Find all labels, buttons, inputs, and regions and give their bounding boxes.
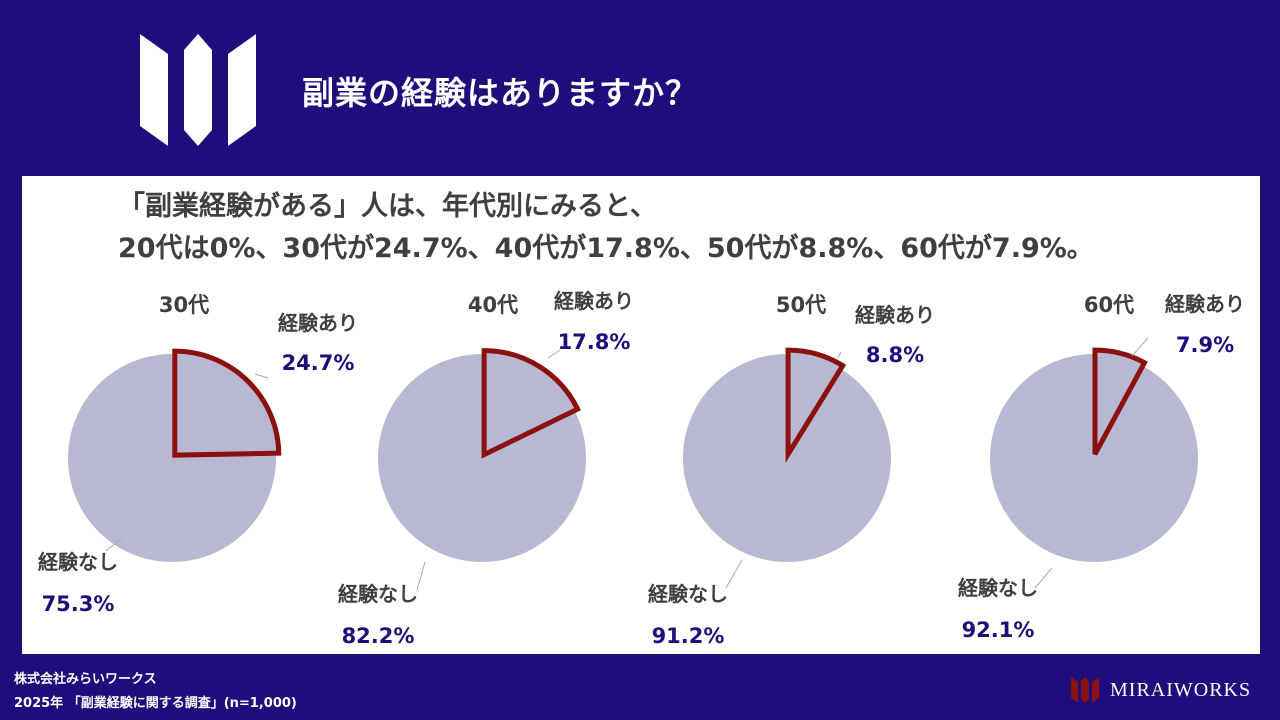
- slice-label-no: 経験なし: [958, 576, 1038, 600]
- leader-line-yes: [837, 351, 842, 359]
- pie-slice-no: [990, 354, 1198, 562]
- slice-value-yes: 7.9%: [1176, 333, 1234, 357]
- leader-line-yes: [547, 349, 561, 359]
- footer-company: 株式会社みらいワークス: [14, 672, 157, 687]
- pie-title: 50代: [776, 293, 826, 317]
- slice-value-yes: 17.8%: [558, 330, 631, 354]
- slice-value-no: 75.3%: [42, 592, 115, 616]
- page-title: 副業の経験はありますか？: [302, 74, 699, 112]
- pie-slice-yes: [172, 348, 282, 458]
- pie-title: 30代: [159, 293, 209, 317]
- slice-label-yes: 経験あり: [278, 311, 358, 335]
- leader-line-no: [105, 537, 123, 552]
- leader-line-yes: [1131, 337, 1149, 357]
- slice-value-no: 91.2%: [652, 624, 725, 648]
- slice-label-yes: 経験あり: [1165, 292, 1245, 316]
- brand-mark-icon: [1071, 677, 1099, 703]
- leader-line-no: [725, 559, 743, 589]
- leader-line-yes: [254, 373, 269, 379]
- leader-line-no: [416, 561, 426, 591]
- slice-label-no: 経験なし: [38, 550, 118, 574]
- slice-value-yes: 24.7%: [282, 351, 355, 375]
- pie-slice-yes: [1092, 347, 1148, 456]
- slice-label-no: 経験なし: [648, 582, 728, 606]
- pie-slice-yes: [481, 348, 582, 459]
- slice-value-no: 82.2%: [342, 624, 415, 648]
- brand-logo: MIRAIWORKS: [1070, 676, 1251, 704]
- summary-text: 「副業経験がある」人は、年代別にみると、 20代は0%、30代が24.7%、40…: [118, 186, 1094, 270]
- pie-title: 60代: [1084, 293, 1134, 317]
- slice-label-no: 経験なし: [338, 582, 418, 606]
- summary-line-2: 20代は0%、30代が24.7%、40代が17.8%、50代が8.8%、60代が…: [118, 233, 1094, 264]
- footer-survey: 2025年 「副業経験に関する調査」(n=1,000): [14, 696, 297, 711]
- brand-name: MIRAIWORKS: [1110, 678, 1252, 701]
- miraiworks-logo-icon: [140, 34, 256, 146]
- slice-label-yes: 経験あり: [855, 303, 935, 327]
- pie-title: 40代: [468, 293, 518, 317]
- pie-slice-yes: [785, 347, 847, 463]
- slice-label-yes: 経験あり: [554, 289, 634, 313]
- slice-value-no: 92.1%: [962, 618, 1035, 642]
- leader-line-no: [1034, 567, 1053, 589]
- summary-line-1: 「副業経験がある」人は、年代別にみると、: [118, 191, 657, 222]
- slice-value-yes: 8.8%: [866, 343, 924, 367]
